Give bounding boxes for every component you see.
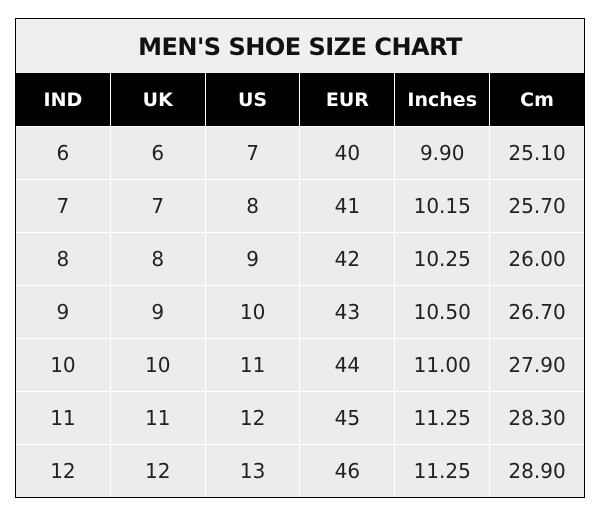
size-chart-table: MEN'S SHOE SIZE CHART IND UK US EUR Inches Cm… bbox=[15, 18, 585, 498]
table-cell-ind: 11 bbox=[16, 391, 111, 444]
table-cell-uk: 11 bbox=[110, 391, 206, 444]
table-cell-uk: 9 bbox=[110, 285, 206, 338]
column-header-eur: EUR bbox=[300, 73, 396, 126]
table-cell-inches: 11.25 bbox=[395, 391, 491, 444]
table-row: 12 12 13 46 11.25 28.90 bbox=[16, 444, 584, 497]
table-cell-inches: 10.15 bbox=[395, 179, 491, 232]
table-cell-eur: 41 bbox=[300, 179, 396, 232]
table-cell-eur: 42 bbox=[300, 232, 396, 285]
table-cell-ind: 9 bbox=[16, 285, 111, 338]
table-cell-us: 10 bbox=[205, 285, 301, 338]
table-cell-us: 8 bbox=[205, 179, 301, 232]
table-cell-cm: 25.70 bbox=[490, 179, 584, 232]
table-cell-ind: 6 bbox=[16, 126, 111, 179]
table-cell-us: 12 bbox=[205, 391, 301, 444]
header-row: IND UK US EUR Inches Cm bbox=[16, 73, 584, 126]
column-header-cm: Cm bbox=[490, 73, 584, 126]
table-cell-eur: 43 bbox=[300, 285, 396, 338]
table-cell-us: 9 bbox=[205, 232, 301, 285]
table-cell-inches: 10.25 bbox=[395, 232, 491, 285]
table-cell-inches: 9.90 bbox=[395, 126, 491, 179]
table-cell-ind: 12 bbox=[16, 444, 111, 497]
table-cell-inches: 11.00 bbox=[395, 338, 491, 391]
table-cell-ind: 10 bbox=[16, 338, 111, 391]
table-cell-eur: 44 bbox=[300, 338, 396, 391]
table-cell-cm: 25.10 bbox=[490, 126, 584, 179]
table-row: 10 10 11 44 11.00 27.90 bbox=[16, 338, 584, 391]
table-cell-cm: 27.90 bbox=[490, 338, 584, 391]
table-cell-us: 13 bbox=[205, 444, 301, 497]
table-body: 6 6 7 40 9.90 25.10 7 7 8 41 10.15 25.70 8 8 9 42 10.25 2… bbox=[16, 126, 584, 497]
table-cell-us: 11 bbox=[205, 338, 301, 391]
table-cell-inches: 11.25 bbox=[395, 444, 491, 497]
table-row: 8 8 9 42 10.25 26.00 bbox=[16, 232, 584, 285]
table-cell-ind: 7 bbox=[16, 179, 111, 232]
column-header-ind: IND bbox=[16, 73, 111, 126]
table-cell-eur: 46 bbox=[300, 444, 396, 497]
table-cell-uk: 8 bbox=[110, 232, 206, 285]
column-header-us: US bbox=[205, 73, 301, 126]
table-cell-cm: 26.70 bbox=[490, 285, 584, 338]
table-cell-cm: 28.90 bbox=[490, 444, 584, 497]
table-row: 9 9 10 43 10.50 26.70 bbox=[16, 285, 584, 338]
table-row: 7 7 8 41 10.15 25.70 bbox=[16, 179, 584, 232]
table-title: MEN'S SHOE SIZE CHART bbox=[16, 19, 584, 73]
table-cell-ind: 8 bbox=[16, 232, 111, 285]
table-cell-uk: 6 bbox=[110, 126, 206, 179]
table-cell-cm: 26.00 bbox=[490, 232, 584, 285]
table-row: 6 6 7 40 9.90 25.10 bbox=[16, 126, 584, 179]
table-cell-us: 7 bbox=[205, 126, 301, 179]
table-row: 11 11 12 45 11.25 28.30 bbox=[16, 391, 584, 444]
table-cell-eur: 40 bbox=[300, 126, 396, 179]
table-cell-inches: 10.50 bbox=[395, 285, 491, 338]
table-cell-uk: 7 bbox=[110, 179, 206, 232]
table-cell-cm: 28.30 bbox=[490, 391, 584, 444]
table-cell-eur: 45 bbox=[300, 391, 396, 444]
column-header-uk: UK bbox=[110, 73, 206, 126]
table-cell-uk: 12 bbox=[110, 444, 206, 497]
table-cell-uk: 10 bbox=[110, 338, 206, 391]
column-header-inches: Inches bbox=[395, 73, 491, 126]
